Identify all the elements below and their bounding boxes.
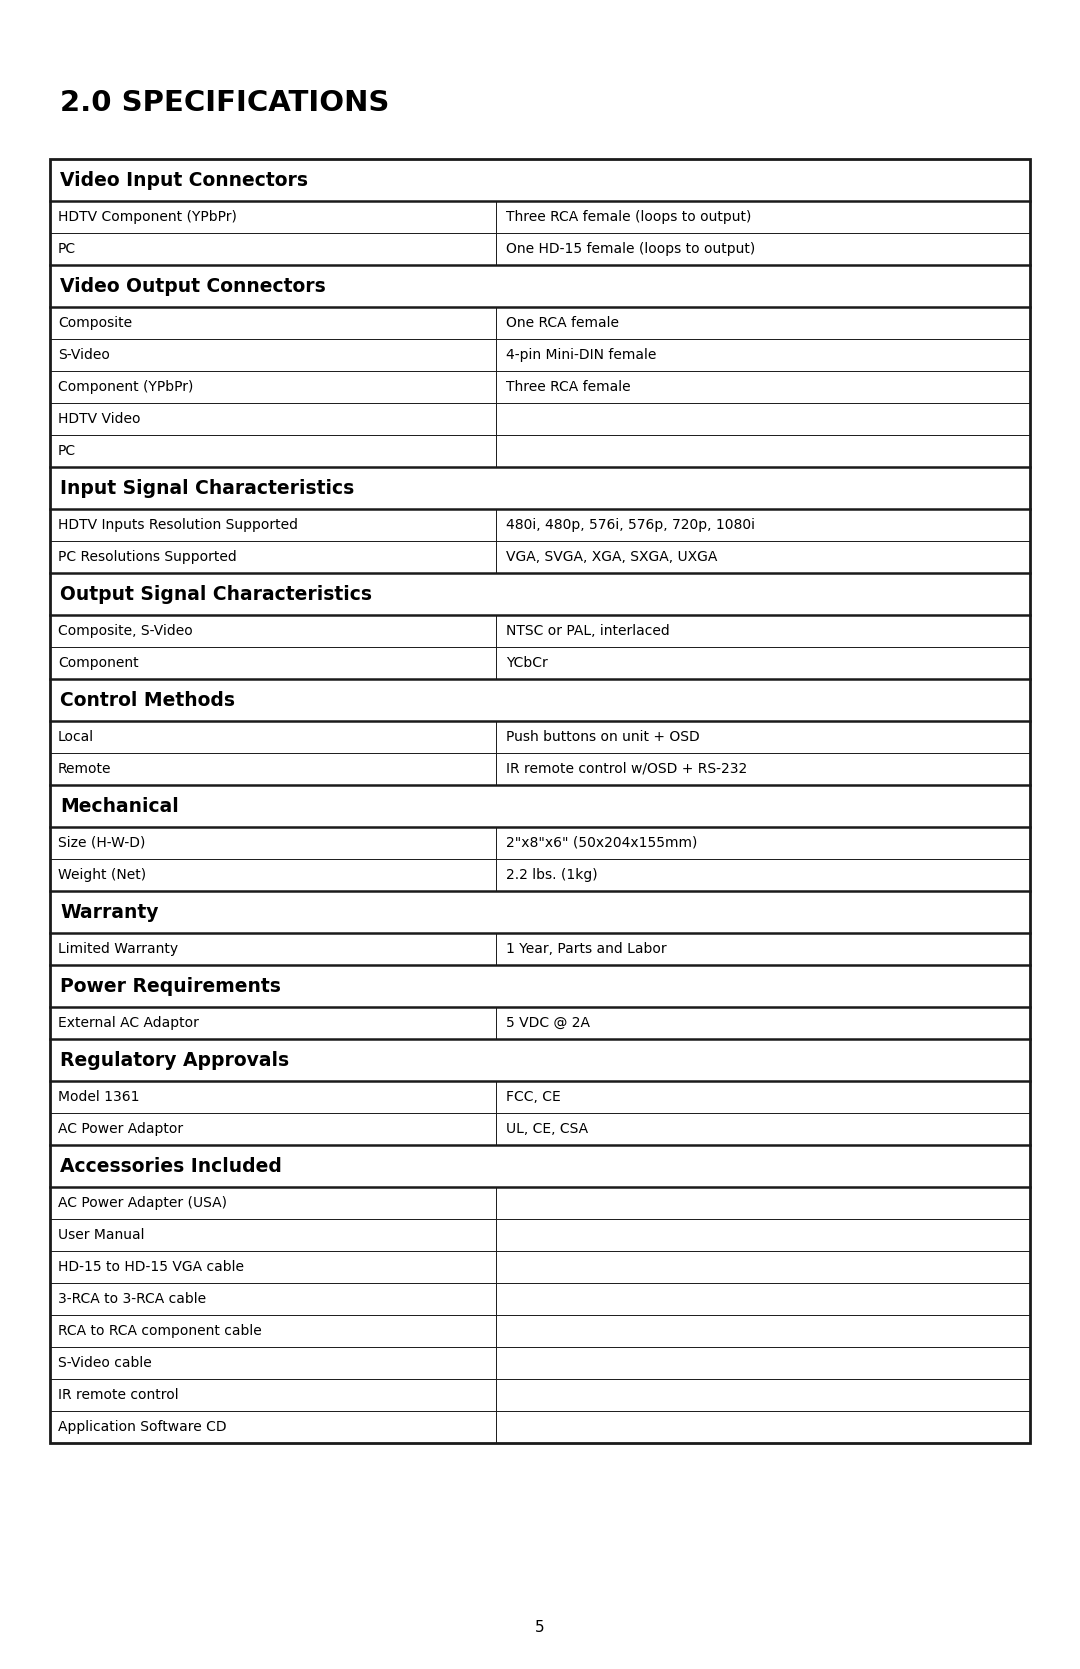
Text: RCA to RCA component cable: RCA to RCA component cable bbox=[58, 1324, 261, 1339]
Text: 3-RCA to 3-RCA cable: 3-RCA to 3-RCA cable bbox=[58, 1292, 206, 1307]
Text: Regulatory Approvals: Regulatory Approvals bbox=[60, 1050, 289, 1070]
Text: Remote: Remote bbox=[58, 763, 111, 776]
Text: Local: Local bbox=[58, 729, 94, 744]
Text: Size (H-W-D): Size (H-W-D) bbox=[58, 836, 146, 850]
Text: Limited Warranty: Limited Warranty bbox=[58, 941, 178, 956]
Text: 4-pin Mini-DIN female: 4-pin Mini-DIN female bbox=[505, 349, 657, 362]
Text: HDTV Component (YPbPr): HDTV Component (YPbPr) bbox=[58, 210, 237, 224]
Text: 5 VDC @ 2A: 5 VDC @ 2A bbox=[505, 1016, 590, 1030]
Text: S-Video cable: S-Video cable bbox=[58, 1355, 152, 1370]
Text: Model 1361: Model 1361 bbox=[58, 1090, 139, 1103]
Text: Warranty: Warranty bbox=[60, 903, 159, 921]
Text: 2.0 SPECIFICATIONS: 2.0 SPECIFICATIONS bbox=[60, 88, 390, 117]
Text: Composite: Composite bbox=[58, 315, 132, 330]
Text: 2"x8"x6" (50x204x155mm): 2"x8"x6" (50x204x155mm) bbox=[505, 836, 698, 850]
Text: PC Resolutions Supported: PC Resolutions Supported bbox=[58, 551, 237, 564]
Text: Three RCA female: Three RCA female bbox=[505, 381, 631, 394]
Text: IR remote control: IR remote control bbox=[58, 1389, 178, 1402]
Text: Weight (Net): Weight (Net) bbox=[58, 868, 146, 881]
Text: Video Input Connectors: Video Input Connectors bbox=[60, 170, 308, 190]
Bar bbox=[50, 159, 1030, 1444]
Text: HD-15 to HD-15 VGA cable: HD-15 to HD-15 VGA cable bbox=[58, 1260, 244, 1273]
Text: YCbCr: YCbCr bbox=[505, 656, 548, 669]
Text: HDTV Video: HDTV Video bbox=[58, 412, 140, 426]
Text: Three RCA female (loops to output): Three RCA female (loops to output) bbox=[505, 210, 752, 224]
Text: One HD-15 female (loops to output): One HD-15 female (loops to output) bbox=[505, 242, 755, 255]
Text: NTSC or PAL, interlaced: NTSC or PAL, interlaced bbox=[505, 624, 670, 638]
Text: PC: PC bbox=[58, 444, 76, 457]
Text: FCC, CE: FCC, CE bbox=[505, 1090, 561, 1103]
Text: Push buttons on unit + OSD: Push buttons on unit + OSD bbox=[505, 729, 700, 744]
Text: One RCA female: One RCA female bbox=[505, 315, 619, 330]
Text: Application Software CD: Application Software CD bbox=[58, 1420, 227, 1434]
Text: Output Signal Characteristics: Output Signal Characteristics bbox=[60, 584, 372, 604]
Text: PC: PC bbox=[58, 242, 76, 255]
Text: Accessories Included: Accessories Included bbox=[60, 1157, 282, 1175]
Text: HDTV Inputs Resolution Supported: HDTV Inputs Resolution Supported bbox=[58, 517, 298, 532]
Text: Mechanical: Mechanical bbox=[60, 796, 179, 816]
Text: Power Requirements: Power Requirements bbox=[60, 976, 281, 995]
Text: Composite, S-Video: Composite, S-Video bbox=[58, 624, 192, 638]
Text: 5: 5 bbox=[536, 1619, 544, 1634]
Text: External AC Adaptor: External AC Adaptor bbox=[58, 1016, 199, 1030]
Text: Input Signal Characteristics: Input Signal Characteristics bbox=[60, 479, 354, 497]
Text: User Manual: User Manual bbox=[58, 1228, 145, 1242]
Text: Control Methods: Control Methods bbox=[60, 691, 235, 709]
Text: 2.2 lbs. (1kg): 2.2 lbs. (1kg) bbox=[505, 868, 597, 881]
Text: 480i, 480p, 576i, 576p, 720p, 1080i: 480i, 480p, 576i, 576p, 720p, 1080i bbox=[505, 517, 755, 532]
Text: Video Output Connectors: Video Output Connectors bbox=[60, 277, 326, 295]
Text: AC Power Adapter (USA): AC Power Adapter (USA) bbox=[58, 1197, 227, 1210]
Text: Component: Component bbox=[58, 656, 138, 669]
Text: 1 Year, Parts and Labor: 1 Year, Parts and Labor bbox=[505, 941, 666, 956]
Text: AC Power Adaptor: AC Power Adaptor bbox=[58, 1122, 184, 1137]
Text: UL, CE, CSA: UL, CE, CSA bbox=[505, 1122, 588, 1137]
Text: VGA, SVGA, XGA, SXGA, UXGA: VGA, SVGA, XGA, SXGA, UXGA bbox=[505, 551, 717, 564]
Text: S-Video: S-Video bbox=[58, 349, 110, 362]
Text: Component (YPbPr): Component (YPbPr) bbox=[58, 381, 193, 394]
Text: IR remote control w/OSD + RS-232: IR remote control w/OSD + RS-232 bbox=[505, 763, 747, 776]
